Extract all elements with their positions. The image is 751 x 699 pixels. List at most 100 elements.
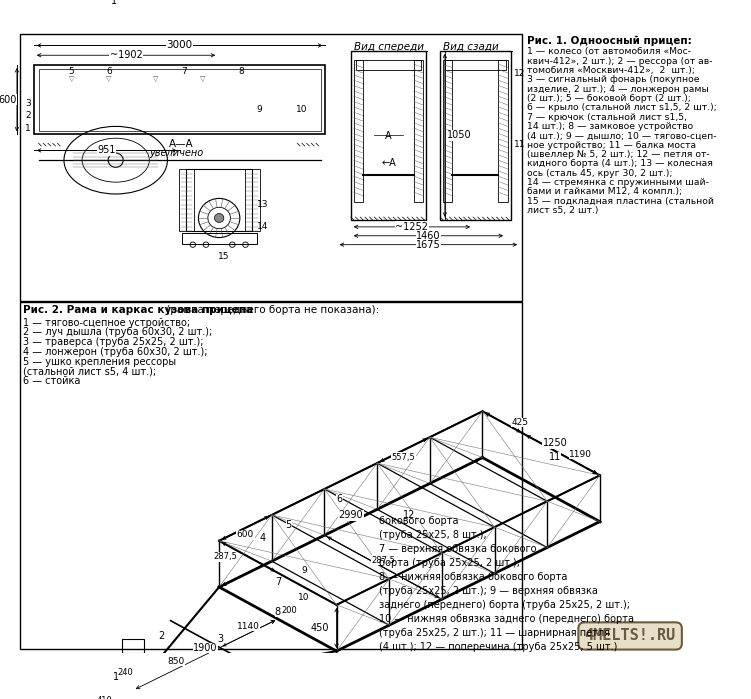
- Text: 200: 200: [281, 605, 297, 614]
- Text: 15: 15: [218, 252, 230, 261]
- Text: 1050: 1050: [447, 130, 472, 140]
- Text: 410: 410: [97, 696, 113, 699]
- Text: 1 — колесо (от автомобиля «Мос-: 1 — колесо (от автомобиля «Мос-: [526, 48, 691, 56]
- Bar: [186, 169, 252, 231]
- Text: 5 — ушко крепления рессоры: 5 — ушко крепления рессоры: [23, 356, 176, 367]
- Text: 600: 600: [237, 531, 254, 540]
- Bar: [34, 65, 325, 134]
- Bar: [499, 59, 508, 202]
- Text: 9: 9: [257, 105, 262, 114]
- Text: 1250: 1250: [543, 438, 568, 448]
- Text: 5: 5: [68, 67, 74, 75]
- Text: ▽: ▽: [107, 75, 112, 82]
- Text: 2: 2: [158, 631, 164, 641]
- Text: 1190: 1190: [569, 450, 592, 459]
- Text: 287,5: 287,5: [371, 556, 395, 565]
- Bar: [38, 69, 321, 131]
- Text: 12: 12: [514, 69, 525, 78]
- Text: 7: 7: [182, 67, 187, 75]
- Text: 11: 11: [514, 140, 525, 149]
- Text: 7 — крючок (стальной лист s1,5,: 7 — крючок (стальной лист s1,5,: [526, 113, 686, 122]
- Text: 4MELTS!.RU: 4MELTS!.RU: [584, 628, 676, 644]
- Text: квич-412», 2 шт.); 2 — рессора (от ав-: квич-412», 2 шт.); 2 — рессора (от ав-: [526, 57, 712, 66]
- Text: ~1252: ~1252: [396, 222, 428, 232]
- Bar: [414, 59, 424, 202]
- Text: (рамка переднего борта не показана):: (рамка переднего борта не показана):: [163, 305, 379, 315]
- Text: 1: 1: [111, 0, 117, 6]
- Bar: [182, 233, 257, 244]
- Text: 850: 850: [167, 657, 185, 666]
- Bar: [245, 169, 260, 231]
- Bar: [20, 303, 522, 649]
- Text: Вид спереди: Вид спереди: [354, 42, 424, 52]
- Bar: [445, 59, 506, 71]
- Text: 10: 10: [298, 593, 310, 602]
- Text: ▽: ▽: [201, 75, 206, 82]
- Text: A: A: [385, 131, 392, 140]
- Bar: [351, 51, 426, 219]
- Text: увеличено: увеличено: [149, 147, 204, 158]
- Text: 4 — лонжерон (труба 60х30, 2 шт.);: 4 — лонжерон (труба 60х30, 2 шт.);: [23, 347, 207, 357]
- Text: 287,5: 287,5: [213, 552, 237, 561]
- Bar: [122, 683, 144, 698]
- Text: ~1902: ~1902: [110, 50, 143, 60]
- Text: 7: 7: [275, 577, 281, 586]
- Text: (швеллер № 5, 2 шт.); 12 — петля от-: (швеллер № 5, 2 шт.); 12 — петля от-: [526, 150, 710, 159]
- Text: (2 шт.); 5 — боковой борт (2 шт.);: (2 шт.); 5 — боковой борт (2 шт.);: [526, 94, 690, 103]
- Text: 2: 2: [26, 111, 31, 120]
- Text: (стальной лист s5, 4 шт.);: (стальной лист s5, 4 шт.);: [23, 366, 155, 377]
- Text: ▽: ▽: [69, 75, 74, 82]
- Bar: [355, 59, 421, 71]
- Text: бами и гайками М12, 4 компл.);: бами и гайками М12, 4 компл.);: [526, 187, 682, 196]
- Bar: [20, 34, 522, 301]
- Text: 2 — луч дышла (труба 60х30, 2 шт.);: 2 — луч дышла (труба 60х30, 2 шт.);: [23, 327, 212, 338]
- Text: лист s5, 2 шт.): лист s5, 2 шт.): [526, 206, 598, 215]
- Text: 557,5: 557,5: [391, 453, 415, 462]
- Text: 1140: 1140: [237, 621, 261, 630]
- Text: 3: 3: [26, 99, 31, 108]
- Bar: [122, 639, 144, 653]
- Text: 8: 8: [275, 607, 281, 617]
- Text: 9: 9: [301, 566, 307, 575]
- Bar: [179, 169, 194, 231]
- Text: томобиля «Москвич-412»,  2  шт.);: томобиля «Москвич-412», 2 шт.);: [526, 66, 695, 75]
- Text: (4 шт.); 9 — дышло; 10 — тягово-сцеп-: (4 шт.); 9 — дышло; 10 — тягово-сцеп-: [526, 131, 716, 140]
- Text: 1900: 1900: [193, 642, 218, 653]
- Circle shape: [215, 214, 224, 222]
- Text: 450: 450: [310, 623, 329, 633]
- Text: 425: 425: [511, 418, 529, 427]
- Text: 3: 3: [217, 634, 223, 644]
- Text: ное устройство; 11 — балка моста: ное устройство; 11 — балка моста: [526, 140, 695, 150]
- Circle shape: [128, 685, 139, 696]
- Text: 12: 12: [403, 510, 415, 520]
- Text: A—A: A—A: [169, 139, 194, 149]
- Text: 14 шт.); 8 — замковое устройство: 14 шт.); 8 — замковое устройство: [526, 122, 692, 131]
- Text: 13: 13: [257, 200, 268, 209]
- Text: Рис. 1. Одноосный прицеп:: Рис. 1. Одноосный прицеп:: [526, 36, 692, 45]
- Text: 6 — стойка: 6 — стойка: [23, 376, 80, 387]
- Text: 240: 240: [118, 668, 134, 677]
- Text: 951: 951: [98, 145, 116, 155]
- Text: ▽: ▽: [153, 75, 158, 82]
- Text: ←A: ←A: [381, 157, 396, 168]
- Text: Рис. 2. Рама и каркас кузова прицепа: Рис. 2. Рама и каркас кузова прицепа: [23, 305, 252, 315]
- Text: 6 — крыло (стальной лист s1,5, 2 шт.);: 6 — крыло (стальной лист s1,5, 2 шт.);: [526, 103, 716, 113]
- Text: 3 — сигнальный фонарь (покупное: 3 — сигнальный фонарь (покупное: [526, 75, 699, 85]
- Text: 1: 1: [26, 124, 31, 133]
- Text: 1675: 1675: [416, 240, 441, 250]
- Text: 6: 6: [336, 494, 342, 504]
- Text: 5: 5: [285, 520, 292, 530]
- Text: Вид сзади: Вид сзади: [443, 42, 499, 52]
- Text: 1460: 1460: [416, 231, 441, 240]
- Text: 600: 600: [0, 95, 17, 105]
- Bar: [354, 59, 363, 202]
- Text: бокового борта
(труба 25х25, 8 шт.);
7 — верхняя обвязка бокового
борта (труба 2: бокового борта (труба 25х25, 8 шт.); 7 —…: [379, 516, 634, 652]
- Text: 1: 1: [113, 672, 119, 682]
- Text: ось (сталь 45, круг 30, 2 шт.);: ось (сталь 45, круг 30, 2 шт.);: [526, 168, 672, 178]
- Text: 2990: 2990: [339, 510, 363, 520]
- Text: 14: 14: [257, 222, 268, 231]
- Text: 3 — траверса (труба 25х25, 2 шт.);: 3 — траверса (труба 25х25, 2 шт.);: [23, 337, 203, 347]
- Text: изделие, 2 шт.); 4 — лонжерон рамы: изделие, 2 шт.); 4 — лонжерон рамы: [526, 85, 708, 94]
- Text: 8: 8: [238, 67, 243, 75]
- Text: 10: 10: [296, 105, 308, 114]
